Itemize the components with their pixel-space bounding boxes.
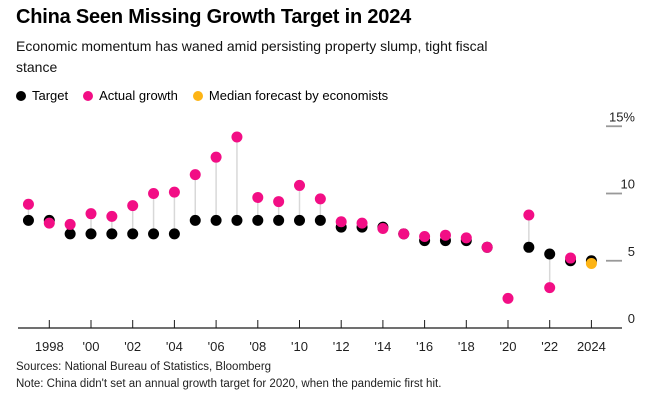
page-title: China Seen Missing Growth Target in 2024 — [16, 6, 412, 28]
x-tick-label: '06 — [208, 339, 225, 354]
y-tick-label: 5 — [628, 244, 635, 259]
x-tick-label: '18 — [458, 339, 475, 354]
legend-label-actual-growth: Actual growth — [99, 88, 178, 103]
target-dot — [168, 228, 180, 240]
actual-growth-dot — [85, 208, 97, 220]
legend-item-median-forecast: Median forecast by economists — [192, 88, 389, 103]
actual-growth-dot — [43, 217, 55, 229]
target-dot — [85, 228, 97, 240]
growth-target-chart: 1998 '00 '02 '04 '06 '08 '10 '12 '14 '16 '18 '20 '22… — [18, 109, 635, 354]
actual-growth-dot — [565, 252, 577, 264]
target-dot — [22, 214, 34, 226]
actual-growth-dot — [544, 282, 556, 294]
legend-label-target: Target — [32, 88, 69, 103]
actual-growth-dot — [189, 169, 201, 181]
x-tick-label: 1998 — [35, 339, 64, 354]
actual-growth-dot — [314, 193, 326, 205]
actual-growth-dot-icon — [83, 90, 94, 101]
legend-item-actual-growth: Actual growth — [83, 88, 178, 103]
actual-growth-dot — [523, 209, 535, 221]
page-subtitle: Economic momentum has waned amid persist… — [16, 38, 488, 75]
actual-growth-dot — [168, 186, 180, 198]
x-tick-label: '00 — [83, 339, 100, 354]
chart-note: Note: China didn't set an annual growth … — [16, 378, 442, 390]
x-tick-label: '16 — [416, 339, 433, 354]
target-dot — [64, 228, 76, 240]
actual-growth-dot — [460, 232, 472, 244]
y-tick-label: 0 — [628, 311, 635, 326]
actual-growth-dot — [148, 188, 160, 199]
actual-growth-dot — [377, 222, 389, 234]
x-tick-label: '22 — [541, 339, 558, 354]
x-tick-label: '10 — [291, 339, 308, 354]
y-tick-label: 15% — [609, 109, 635, 124]
actual-growth-dot — [127, 200, 139, 212]
actual-growth-dot — [419, 231, 431, 243]
actual-growth-dot — [252, 192, 264, 204]
target-dot — [523, 241, 535, 253]
legend-label-median-forecast: Median forecast by economists — [208, 88, 389, 103]
target-dot — [106, 228, 118, 240]
median-forecast-dot-icon — [192, 90, 203, 101]
target-dot — [210, 214, 222, 226]
chart-footer: Sources: National Bureau of Statistics, … — [16, 359, 441, 393]
y-tick-label: 10 — [621, 177, 635, 192]
target-dot — [273, 214, 285, 226]
actual-growth-dot — [481, 241, 493, 253]
actual-growth-dot — [210, 151, 222, 163]
chart-legend: Target Actual growth Median forecast by … — [16, 88, 388, 103]
x-tick-label: '14 — [374, 339, 391, 354]
x-tick-label: '20 — [500, 339, 517, 354]
target-dot — [231, 214, 243, 226]
actual-growth-dot — [294, 179, 305, 191]
target-dot — [294, 214, 305, 226]
target-dot — [189, 214, 201, 226]
actual-growth-dot — [231, 131, 243, 143]
target-dot — [544, 248, 556, 260]
actual-growth-dot — [273, 196, 285, 208]
target-dot — [252, 214, 264, 226]
median-forecast-dot — [585, 257, 597, 269]
actual-growth-dot — [335, 216, 347, 228]
target-dot — [148, 228, 160, 240]
actual-growth-dot — [356, 217, 368, 229]
chart-sources: Sources: National Bureau of Statistics, … — [16, 361, 272, 373]
actual-growth-dot — [398, 228, 410, 240]
legend-item-target: Target — [16, 88, 68, 103]
target-dot — [314, 214, 326, 226]
target-dot — [127, 228, 139, 240]
actual-growth-dot — [64, 218, 76, 230]
actual-growth-dot — [439, 229, 451, 241]
actual-growth-dot — [502, 292, 514, 304]
x-tick-label: 2024 — [577, 339, 606, 354]
x-tick-label: '08 — [249, 339, 266, 354]
target-dot-icon — [16, 90, 26, 101]
x-tick-label: '04 — [166, 339, 183, 354]
actual-growth-dot — [106, 210, 118, 222]
x-tick-label: '02 — [124, 339, 141, 354]
actual-growth-dot — [22, 198, 34, 210]
x-tick-label: '12 — [333, 339, 350, 354]
